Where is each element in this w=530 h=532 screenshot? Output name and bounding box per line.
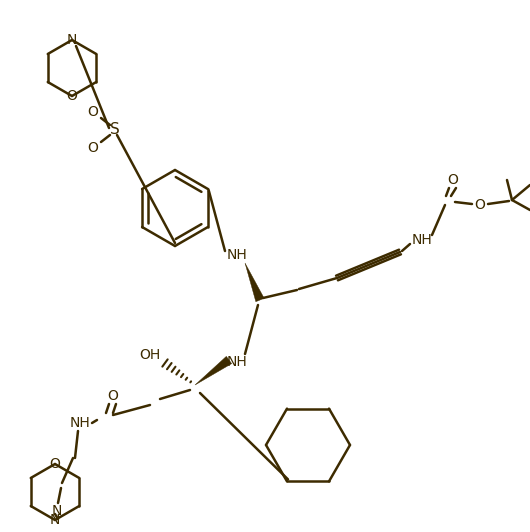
Text: S: S (110, 122, 120, 137)
Text: NH: NH (227, 355, 248, 369)
Polygon shape (195, 356, 232, 385)
Text: N: N (67, 33, 77, 47)
Text: O: O (67, 89, 77, 103)
Text: O: O (87, 105, 99, 119)
Text: N: N (52, 504, 62, 518)
Text: NH: NH (412, 233, 432, 247)
Text: O: O (108, 389, 118, 403)
Text: N: N (50, 513, 60, 527)
Text: O: O (474, 198, 485, 212)
Text: O: O (50, 457, 60, 471)
Polygon shape (245, 263, 264, 302)
Text: NH: NH (69, 416, 91, 430)
Text: O: O (87, 141, 99, 155)
Text: OH: OH (139, 348, 161, 362)
Text: NH: NH (227, 248, 248, 262)
Text: O: O (447, 173, 458, 187)
